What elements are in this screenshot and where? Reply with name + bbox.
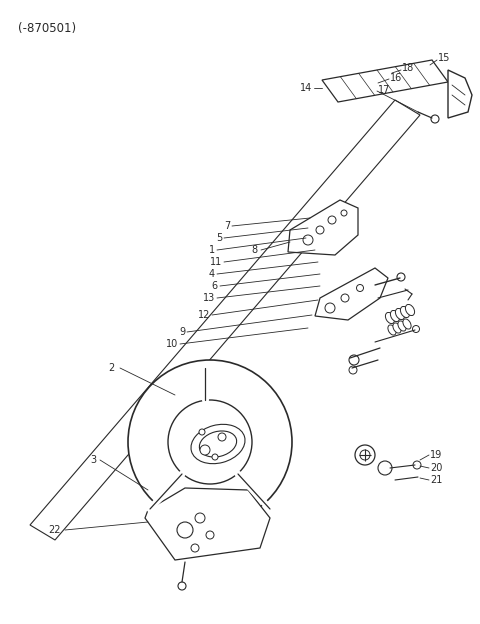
Circle shape <box>360 450 370 460</box>
Circle shape <box>341 294 349 302</box>
Text: 19: 19 <box>430 450 442 460</box>
Circle shape <box>191 544 199 552</box>
Circle shape <box>316 226 324 234</box>
Text: 6: 6 <box>212 281 218 291</box>
Circle shape <box>168 400 252 484</box>
Circle shape <box>357 285 363 291</box>
Text: 15: 15 <box>438 53 450 63</box>
Text: 17: 17 <box>378 85 390 95</box>
Circle shape <box>303 235 313 245</box>
Ellipse shape <box>191 424 245 464</box>
Text: 11: 11 <box>210 257 222 267</box>
Circle shape <box>199 429 205 435</box>
Circle shape <box>413 461 421 469</box>
Circle shape <box>431 115 439 123</box>
Ellipse shape <box>406 305 415 316</box>
Ellipse shape <box>393 323 401 333</box>
Circle shape <box>200 445 210 455</box>
Text: 22: 22 <box>48 525 60 535</box>
Circle shape <box>349 366 357 374</box>
Circle shape <box>412 326 420 333</box>
Text: 9: 9 <box>179 327 185 337</box>
Text: 20: 20 <box>430 463 443 473</box>
Text: 16: 16 <box>390 73 402 83</box>
Text: 5: 5 <box>216 233 222 243</box>
Ellipse shape <box>388 325 396 335</box>
Text: 12: 12 <box>198 310 210 320</box>
Text: 8: 8 <box>252 245 258 255</box>
Circle shape <box>218 433 226 441</box>
Text: 14: 14 <box>300 83 312 93</box>
Text: 2: 2 <box>108 363 114 373</box>
Polygon shape <box>30 100 420 540</box>
Ellipse shape <box>400 306 409 318</box>
Circle shape <box>195 513 205 523</box>
Text: (-870501): (-870501) <box>18 22 76 35</box>
Polygon shape <box>322 60 448 102</box>
Ellipse shape <box>398 321 406 331</box>
Circle shape <box>397 273 405 281</box>
Circle shape <box>206 531 214 539</box>
Circle shape <box>349 355 359 365</box>
Polygon shape <box>288 200 358 255</box>
Polygon shape <box>448 70 472 118</box>
Ellipse shape <box>385 313 395 324</box>
Ellipse shape <box>199 431 237 457</box>
Text: 3: 3 <box>90 455 96 465</box>
Circle shape <box>328 216 336 224</box>
Circle shape <box>355 445 375 465</box>
Text: 10: 10 <box>166 339 178 349</box>
Circle shape <box>177 522 193 538</box>
Ellipse shape <box>390 310 399 321</box>
Circle shape <box>128 360 292 524</box>
Circle shape <box>341 210 347 216</box>
Text: 21: 21 <box>430 475 443 485</box>
Ellipse shape <box>396 308 405 319</box>
Ellipse shape <box>403 319 411 329</box>
Text: 4: 4 <box>209 269 215 279</box>
Polygon shape <box>145 488 270 560</box>
Text: 7: 7 <box>224 221 230 231</box>
Circle shape <box>212 454 218 460</box>
Text: 18: 18 <box>402 63 414 73</box>
Circle shape <box>378 461 392 475</box>
Circle shape <box>325 303 335 313</box>
Circle shape <box>178 582 186 590</box>
Polygon shape <box>315 268 388 320</box>
Text: 1: 1 <box>209 245 215 255</box>
Text: 13: 13 <box>203 293 215 303</box>
